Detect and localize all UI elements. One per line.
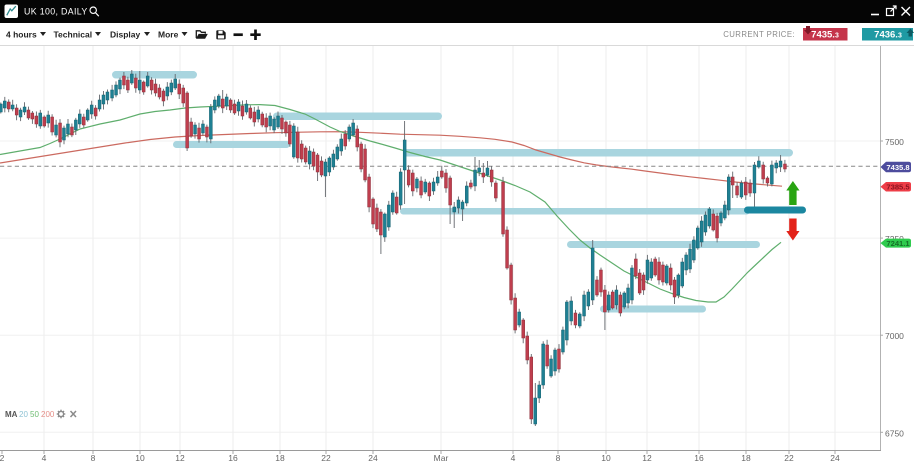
svg-text:7435.3: 7435.3 <box>811 30 839 41</box>
svg-text:12: 12 <box>175 453 185 463</box>
svg-text:8: 8 <box>556 453 561 463</box>
svg-text:18: 18 <box>741 453 751 463</box>
svg-text:22: 22 <box>784 453 794 463</box>
svg-text:7241.1: 7241.1 <box>886 239 910 248</box>
svg-text:MA: MA <box>5 410 18 419</box>
svg-text:24: 24 <box>368 453 378 463</box>
svg-text:16: 16 <box>694 453 704 463</box>
svg-text:50: 50 <box>30 410 39 419</box>
svg-text:4 hours: 4 hours <box>6 30 37 40</box>
svg-text:7436.3: 7436.3 <box>874 30 902 41</box>
svg-text:22: 22 <box>321 453 331 463</box>
svg-text:7500: 7500 <box>885 137 904 147</box>
svg-text:8: 8 <box>91 453 96 463</box>
svg-text:UK 100, DAILY: UK 100, DAILY <box>24 7 88 17</box>
svg-text:12: 12 <box>642 453 652 463</box>
svg-text:4: 4 <box>511 453 516 463</box>
svg-text:7385.5: 7385.5 <box>886 183 910 192</box>
svg-text:7435.8: 7435.8 <box>886 163 909 172</box>
svg-text:200: 200 <box>41 410 55 419</box>
svg-text:10: 10 <box>601 453 611 463</box>
svg-text:6750: 6750 <box>885 428 904 438</box>
svg-text:More: More <box>158 30 179 40</box>
svg-text:24: 24 <box>830 453 840 463</box>
svg-text:Technical: Technical <box>54 30 93 40</box>
svg-text:18: 18 <box>275 453 285 463</box>
svg-text:2: 2 <box>0 453 5 463</box>
svg-text:16: 16 <box>228 453 238 463</box>
svg-text:10: 10 <box>135 453 145 463</box>
svg-text:7000: 7000 <box>885 331 904 341</box>
svg-text:Display: Display <box>110 30 141 40</box>
svg-text:20: 20 <box>19 410 28 419</box>
svg-text:Mar: Mar <box>434 453 449 463</box>
svg-text:CURRENT PRICE:: CURRENT PRICE: <box>723 30 795 39</box>
svg-text:4: 4 <box>42 453 47 463</box>
